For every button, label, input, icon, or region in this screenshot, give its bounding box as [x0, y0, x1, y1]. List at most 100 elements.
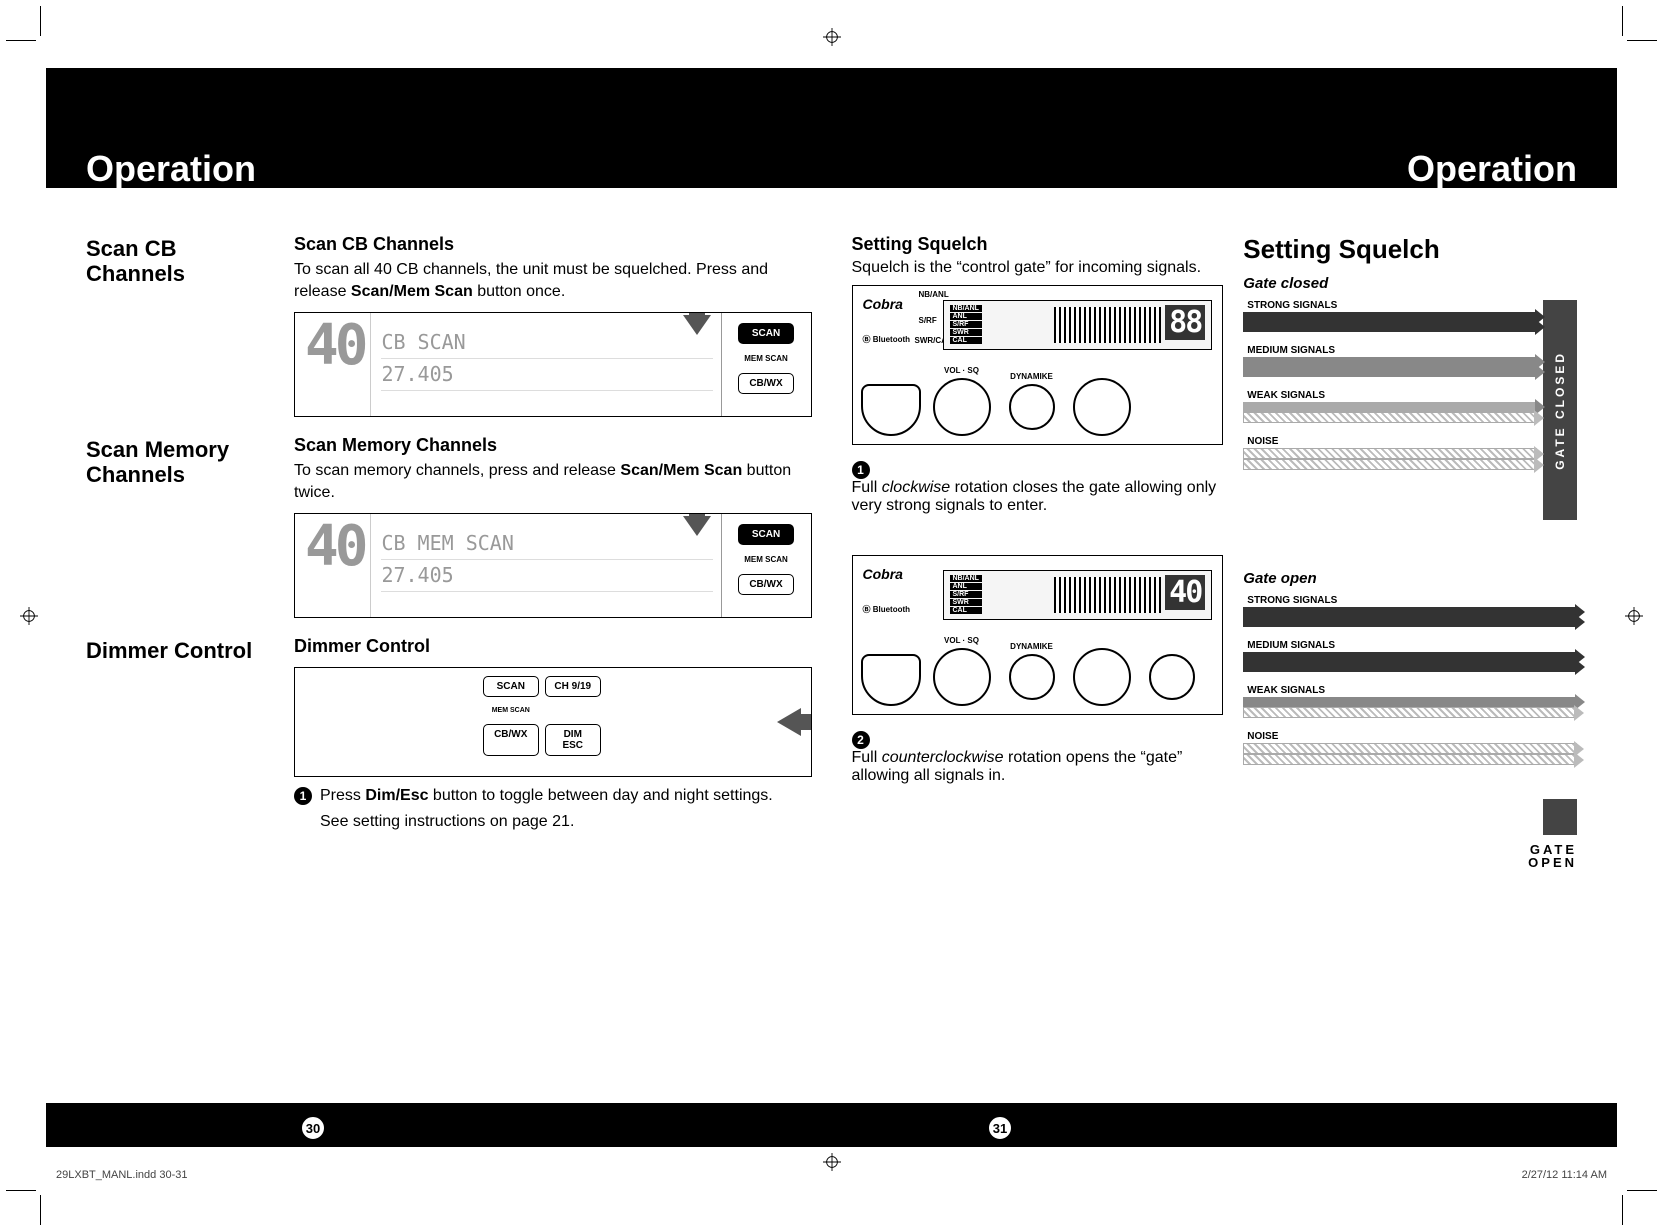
step-number-icon: 2 — [852, 731, 870, 749]
mic-jack-icon — [861, 654, 921, 706]
knob-icon — [1149, 654, 1195, 700]
lcd-text: CB MEM SCAN 27.405 — [371, 514, 720, 617]
lcd-panel: NB/ANLANLS/RFSWRCAL 88 — [943, 300, 1213, 350]
page-number-left: 30 — [300, 1115, 326, 1141]
dimmer-step1: 1 Press Dim/Esc button to toggle between… — [294, 785, 812, 832]
cobra-logo: Cobra — [863, 296, 903, 312]
registration-mark-icon — [1625, 607, 1643, 625]
dynamike-knob-icon: DYNAMIKE — [1009, 654, 1055, 700]
footer-file: 29LXBT_MANL.indd 30-31 — [56, 1169, 187, 1181]
squelch-figure-1: Cobra Ⓑ Bluetooth NB/ANL S/RF SWR/CAL NB… — [852, 285, 1224, 445]
scan-cb-figure: 40 CB SCAN 27.405 SCAN MEM SCAN CB/WX — [294, 312, 812, 417]
gate-open-bar — [1543, 799, 1577, 835]
down-arrow-icon — [683, 516, 711, 536]
cbwx-button: CB/WX — [738, 574, 794, 595]
footer-date: 2/27/12 11:14 AM — [1522, 1169, 1607, 1181]
dynamike-knob-icon: DYNAMIKE — [1009, 384, 1055, 430]
section-label-scan-cb: Scan CB Channels — [86, 234, 276, 417]
squelch-intro: Squelch is the “control gate” for incomi… — [852, 259, 1224, 277]
header-title-left: Operation — [86, 148, 256, 190]
gate-closed-diagram: GATE CLOSED STRONG SIGNALS MEDIUM SIGNAL… — [1243, 300, 1577, 520]
gate-open-text: GATE OPEN — [1528, 843, 1577, 869]
cbwx-button: CB/WX — [483, 724, 539, 756]
signal-arrow-icon — [1243, 607, 1577, 617]
page-left: Scan CB Channels Scan CB Channels To sca… — [46, 210, 832, 1101]
signal-arrow-icon — [1243, 357, 1537, 367]
signal-arrow-icon — [1243, 412, 1537, 423]
lcd-channel: 40 — [295, 514, 371, 617]
signal-arrow-icon — [1243, 662, 1577, 672]
dimmer-title: Dimmer Control — [294, 636, 812, 657]
scan-button: SCAN — [483, 676, 539, 697]
scan-cb-body: To scan all 40 CB channels, the unit mus… — [294, 259, 812, 302]
gate-closed-label: Gate closed — [1243, 275, 1577, 292]
bluetooth-label: Ⓑ Bluetooth — [863, 334, 911, 345]
menu-knob-icon — [1073, 378, 1131, 436]
page-right: Setting Squelch Squelch is the “control … — [832, 210, 1618, 1101]
cbwx-button: CB/WX — [738, 373, 794, 394]
scan-button: SCAN — [738, 323, 794, 344]
header-band — [46, 68, 1617, 188]
gate-open-diagram: STRONG SIGNALS MEDIUM SIGNALS WEAK SIGNA… — [1243, 595, 1577, 835]
mem-scan-label: MEM SCAN — [736, 350, 796, 367]
signal-arrow-icon — [1243, 697, 1577, 707]
squelch-step1: 1 Full clockwise rotation closes the gat… — [852, 459, 1224, 515]
vol-knob-icon: VOL · SQ — [933, 648, 991, 706]
scan-mem-title: Scan Memory Channels — [294, 435, 812, 456]
squelch-step2: 2 Full counterclockwise rotation opens t… — [852, 729, 1224, 785]
strong-label: STRONG SIGNALS — [1243, 300, 1537, 311]
squelch-title: Setting Squelch — [852, 234, 1224, 255]
lcd-channel: 40 — [295, 313, 371, 416]
registration-mark-icon — [823, 28, 841, 46]
signal-arrow-icon — [1243, 448, 1537, 459]
vol-knob-icon: VOL · SQ — [933, 378, 991, 436]
signal-arrow-icon — [1243, 652, 1577, 662]
mic-jack-icon — [861, 384, 921, 436]
cobra-logo: Cobra — [863, 566, 903, 582]
bluetooth-label: Ⓑ Bluetooth — [863, 604, 911, 615]
header-title-right: Operation — [1407, 148, 1577, 190]
signal-arrow-icon — [1243, 322, 1537, 332]
signal-arrow-icon — [1243, 402, 1537, 412]
registration-mark-icon — [20, 607, 38, 625]
weak-label: WEAK SIGNALS — [1243, 390, 1537, 401]
signal-arrow-icon — [1243, 617, 1577, 627]
step-number-icon: 1 — [852, 461, 870, 479]
strong-label: STRONG SIGNALS — [1243, 595, 1577, 606]
squelch-figure-2: Cobra Ⓑ Bluetooth NB/ANLANLS/RFSWRCAL 40… — [852, 555, 1224, 715]
dim-button: DIM ESC — [545, 724, 601, 756]
medium-label: MEDIUM SIGNALS — [1243, 345, 1537, 356]
left-arrow-icon — [777, 708, 801, 736]
scan-mem-body: To scan memory channels, press and relea… — [294, 460, 812, 503]
page-number-right: 31 — [987, 1115, 1013, 1141]
down-arrow-icon — [683, 315, 711, 335]
medium-label: MEDIUM SIGNALS — [1243, 640, 1577, 651]
signal-arrow-icon — [1243, 459, 1537, 470]
mem-scan-label: MEM SCAN — [483, 703, 539, 718]
ch9-button: CH 9/19 — [545, 676, 601, 697]
mem-scan-label: MEM SCAN — [736, 551, 796, 568]
lcd-text: CB SCAN 27.405 — [371, 313, 720, 416]
menu-knob-icon — [1073, 648, 1131, 706]
section-dimmer: Dimmer Control SCAN CH 9/19 MEM SCAN CB/… — [294, 636, 812, 832]
lcd-panel: NB/ANLANLS/RFSWRCAL 40 — [943, 570, 1213, 620]
dimmer-figure: SCAN CH 9/19 MEM SCAN CB/WX DIM ESC — [294, 667, 812, 777]
gate-open-label: Gate open — [1243, 570, 1577, 587]
signal-arrow-icon — [1243, 367, 1537, 377]
step-number-icon: 1 — [294, 787, 312, 805]
section-scan-cb: Scan CB Channels To scan all 40 CB chann… — [294, 234, 812, 417]
signal-arrow-icon — [1243, 707, 1577, 718]
noise-label: NOISE — [1243, 436, 1537, 447]
signal-arrow-icon — [1243, 312, 1537, 322]
weak-label: WEAK SIGNALS — [1243, 685, 1577, 696]
signal-arrow-icon — [1243, 743, 1577, 754]
section-label-dimmer: Dimmer Control — [86, 636, 276, 832]
side-title: Setting Squelch — [1243, 234, 1577, 265]
noise-label: NOISE — [1243, 731, 1577, 742]
footer-band — [46, 1103, 1617, 1147]
footer-meta: 29LXBT_MANL.indd 30-31 2/27/12 11:14 AM — [56, 1169, 1607, 1181]
scan-cb-title: Scan CB Channels — [294, 234, 812, 255]
signal-arrow-icon — [1243, 754, 1577, 765]
scan-button: SCAN — [738, 524, 794, 545]
scan-mem-figure: 40 CB MEM SCAN 27.405 SCAN MEM SCAN CB/W… — [294, 513, 812, 618]
